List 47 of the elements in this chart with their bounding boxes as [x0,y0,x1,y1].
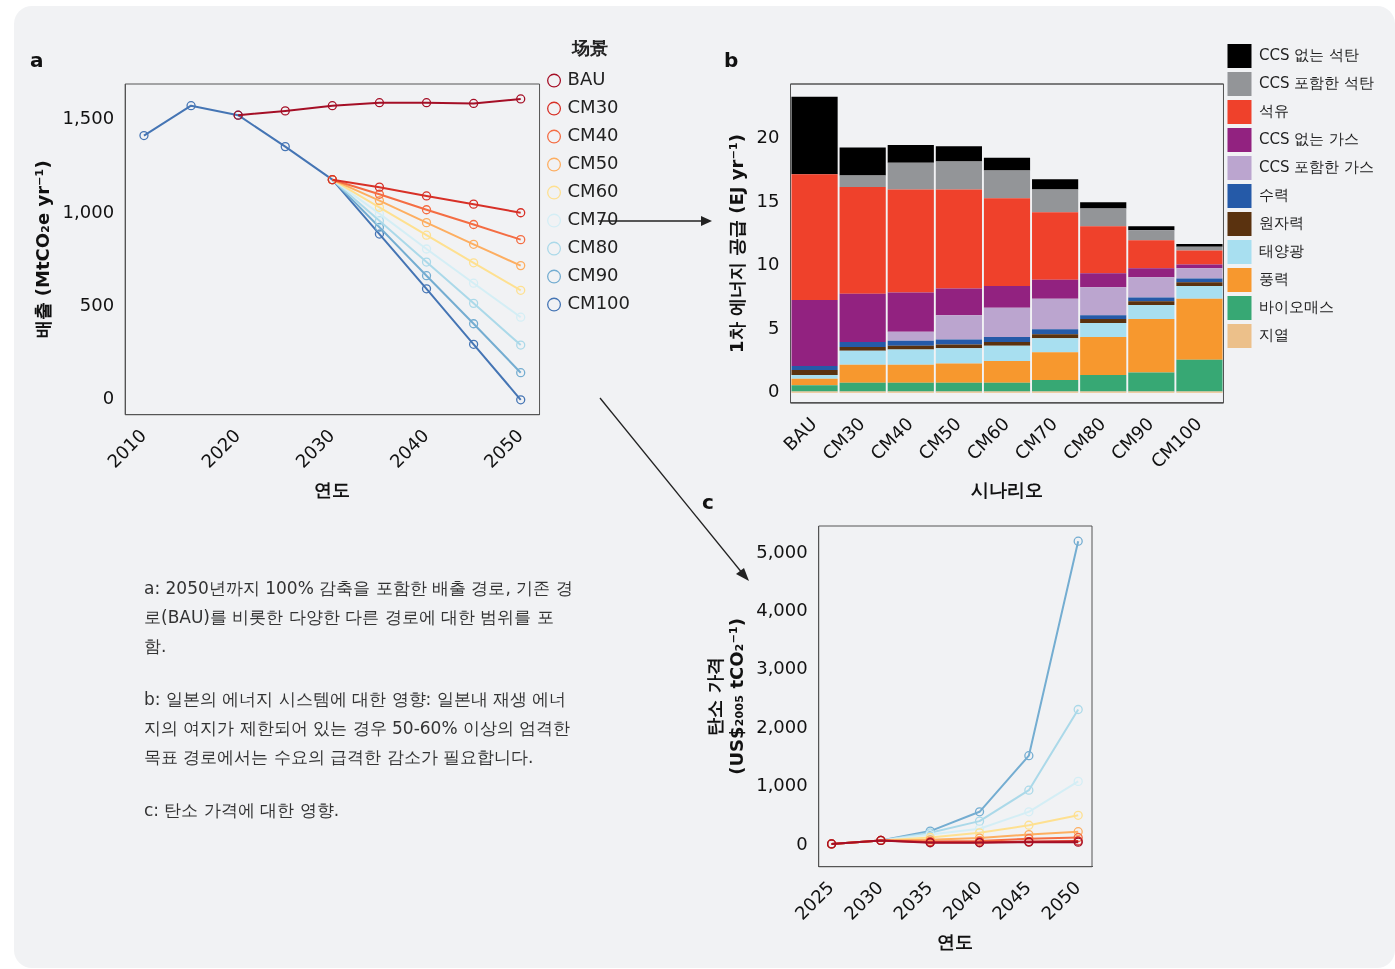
y-tick-label: 3,000 [756,657,808,679]
legend-label: CM70 [567,208,619,230]
y-tick-label: 15 [756,189,780,211]
legend-label: CM30 [567,96,619,118]
y-tick-label: 1,500 [62,107,115,129]
legend-label: CCS 포함한 가스 [1259,157,1375,176]
x-axis-title: 연도 [937,930,974,952]
y-tick-label: 5 [768,316,780,338]
legend-label: CM60 [567,180,619,202]
legend-label: 바이오매스 [1259,297,1334,316]
text: b: 일본의 에너지 시스템에 대한 영향: 일본내 재생 에너지의 여지가 제한되어 있는 경우 50-60% 이상의 엄격한 목표 경로에서는 수요의 급격한 감소가 필요합니다. [144,688,572,769]
y-tick-label: 0 [102,387,115,409]
legend-label: CM90 [567,264,619,286]
legend-label: CM100 [567,292,631,314]
y-tick-label: 2,000 [756,715,808,737]
x-axis-title: 시나리오 [971,478,1043,500]
text: a: 2050년까지 100% 감축을 포함한 배출 경로, 기존 경로(BAU)를 비롯한 다양한 다른 경로에 대한 범위를 포함. [144,577,574,658]
legend-label: CM40 [567,124,619,146]
y-axis-title: 탄소 가격 (US$₂₀₀₅ tCO₂⁻¹) [704,617,748,775]
legend-label: 태양광 [1259,241,1304,260]
y-axis-title: 배출 (MtCO₂e yr⁻¹) [32,160,54,339]
legend-label: CM50 [567,152,619,174]
y-axis-title: 1차 에너지 공급 (EJ yr⁻¹) [726,133,748,354]
y-tick-label: 4,000 [756,599,808,620]
legend-label: CCS 포함한 석탄 [1259,73,1375,92]
y-tick-label: 0 [796,832,808,854]
legend-label: 풍력 [1259,269,1289,288]
legend-label: 원자력 [1259,213,1304,232]
y-tick-label: 20 [756,126,780,148]
legend-label: CCS 없는 석탄 [1259,45,1360,64]
y-tick-label: 5,000 [756,540,808,562]
y-tick-label: 0 [768,380,780,402]
legend-label: BAU [567,68,606,90]
chart-title: c [702,490,714,515]
y-tick-label: 1,000 [756,774,808,796]
x-axis-title: 연도 [314,478,351,500]
chart-title: a [30,48,44,73]
legend-label: 지열 [1259,325,1289,344]
legend-label: CCS 없는 가스 [1259,129,1360,148]
legend-label: 석유 [1259,101,1289,120]
legend-label: 수력 [1259,185,1289,204]
legend-label: CM80 [567,236,619,258]
chart-title: b [724,48,739,73]
y-tick-label: 500 [79,294,115,316]
y-tick-label: 1,000 [62,200,115,222]
text: c: 탄소 가격에 대한 영향. [144,799,341,822]
y-tick-label: 10 [756,253,780,275]
